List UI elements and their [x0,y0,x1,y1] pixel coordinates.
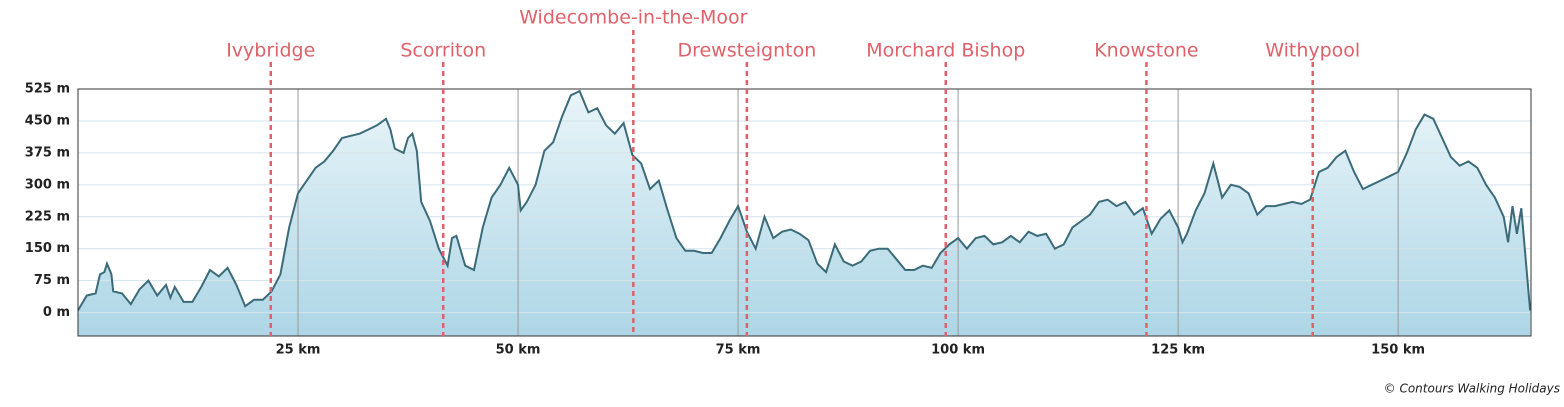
x-tick-label: 50 km [496,343,541,358]
x-tick-label: 150 km [1371,343,1425,358]
x-tick-label: 25 km [276,343,321,358]
y-tick-label: 525 m [25,82,70,97]
elevation-line [77,89,1532,311]
marker-label: Knowstone [1094,40,1198,62]
x-tick-label: 100 km [931,343,985,358]
y-tick-label: 0 m [43,305,70,320]
y-tick-label: 450 m [25,113,70,128]
marker-label: Withypool [1265,40,1360,62]
plot-border [77,88,1532,337]
marker-label: Morchard Bishop [866,40,1025,62]
y-tick-label: 150 m [25,241,70,256]
y-tick-label: 300 m [25,177,70,192]
marker-label: Scorriton [400,40,486,62]
marker-label: Widecombe-in-the-Moor [519,7,747,29]
marker-label: Drewsteignton [677,40,816,62]
y-tick-label: 75 m [34,273,70,288]
x-tick-label: 75 km [716,343,761,358]
elevation-area [78,91,1531,336]
y-tick-label: 225 m [25,209,70,224]
marker-label: Ivybridge [226,40,315,62]
credit: © Contours Walking Holidays [1384,382,1560,396]
y-tick-label: 375 m [25,145,70,160]
x-tick-label: 125 km [1151,343,1205,358]
